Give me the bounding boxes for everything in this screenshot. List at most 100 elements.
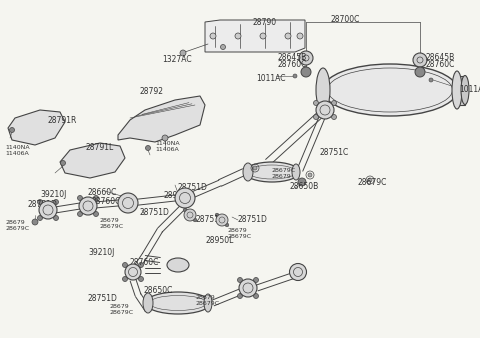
Ellipse shape — [39, 201, 57, 219]
Circle shape — [183, 208, 187, 212]
Circle shape — [260, 33, 266, 39]
Polygon shape — [205, 20, 305, 52]
Circle shape — [145, 145, 151, 150]
Circle shape — [313, 100, 319, 105]
Circle shape — [37, 216, 43, 220]
Circle shape — [210, 33, 216, 39]
Text: 28660C: 28660C — [88, 188, 118, 197]
Text: 28650C: 28650C — [143, 286, 172, 295]
Circle shape — [253, 277, 259, 283]
Circle shape — [37, 199, 43, 204]
Circle shape — [225, 223, 229, 227]
Circle shape — [253, 293, 259, 298]
Text: 28650B: 28650B — [290, 182, 319, 191]
Circle shape — [139, 276, 144, 282]
Ellipse shape — [244, 162, 300, 182]
Text: 1140NA
11406A: 1140NA 11406A — [155, 141, 180, 152]
Circle shape — [285, 33, 291, 39]
Text: 28679C
28679: 28679C 28679 — [272, 168, 296, 179]
Text: 28645B: 28645B — [278, 53, 307, 62]
Polygon shape — [118, 96, 205, 142]
Ellipse shape — [239, 279, 257, 297]
Circle shape — [298, 178, 306, 186]
Ellipse shape — [316, 68, 330, 112]
Circle shape — [139, 263, 144, 267]
Text: 28700C: 28700C — [330, 15, 360, 24]
Text: 28950L: 28950L — [205, 236, 233, 245]
Circle shape — [32, 219, 38, 225]
Ellipse shape — [204, 294, 212, 312]
Circle shape — [413, 53, 427, 67]
Text: 28679
28679C: 28679 28679C — [228, 228, 252, 239]
Polygon shape — [60, 143, 125, 178]
Text: 28751D: 28751D — [140, 208, 170, 217]
Text: 28760C: 28760C — [278, 60, 307, 69]
Text: 28791L: 28791L — [85, 143, 113, 152]
Circle shape — [162, 135, 168, 141]
Text: 28760C: 28760C — [425, 60, 455, 69]
Circle shape — [10, 127, 14, 132]
Text: 39210J: 39210J — [40, 190, 66, 199]
Ellipse shape — [243, 163, 253, 181]
Circle shape — [308, 173, 312, 177]
Text: 28679
28679C: 28679 28679C — [196, 295, 220, 306]
Text: 28791R: 28791R — [47, 116, 76, 125]
Ellipse shape — [143, 293, 153, 313]
Circle shape — [253, 166, 257, 170]
Ellipse shape — [292, 164, 300, 180]
Text: 1327AC: 1327AC — [162, 55, 192, 64]
Text: 28679C: 28679C — [358, 178, 387, 187]
Circle shape — [215, 213, 219, 217]
Circle shape — [332, 100, 336, 105]
Ellipse shape — [461, 75, 469, 104]
Ellipse shape — [323, 64, 457, 116]
Circle shape — [94, 212, 98, 217]
Text: 28751C: 28751C — [320, 148, 349, 157]
Ellipse shape — [216, 214, 228, 226]
Circle shape — [297, 33, 303, 39]
Polygon shape — [457, 76, 465, 105]
Ellipse shape — [175, 188, 195, 208]
Ellipse shape — [79, 197, 97, 215]
Circle shape — [332, 115, 336, 120]
Circle shape — [238, 293, 242, 298]
Circle shape — [122, 276, 128, 282]
Circle shape — [299, 51, 313, 65]
Text: 28760C: 28760C — [130, 258, 159, 267]
Text: 28751D: 28751D — [28, 200, 58, 209]
Text: 28751D: 28751D — [88, 294, 118, 303]
Polygon shape — [8, 110, 65, 145]
Circle shape — [415, 67, 425, 77]
Circle shape — [429, 78, 433, 82]
Text: 28751D: 28751D — [196, 215, 226, 224]
Text: 28679
28679C: 28679 28679C — [110, 304, 134, 315]
Circle shape — [313, 115, 319, 120]
Circle shape — [301, 67, 311, 77]
Text: 1140NA
11406A: 1140NA 11406A — [5, 145, 30, 156]
Circle shape — [122, 263, 128, 267]
Text: 28950R: 28950R — [163, 191, 192, 200]
Text: 1011AC: 1011AC — [256, 74, 286, 83]
Ellipse shape — [167, 258, 189, 272]
Circle shape — [293, 74, 297, 78]
Text: 28679
28679C: 28679 28679C — [100, 218, 124, 229]
Text: 28751D: 28751D — [177, 183, 207, 192]
Text: 28760C: 28760C — [91, 197, 120, 206]
Ellipse shape — [125, 264, 141, 280]
Circle shape — [53, 199, 59, 204]
Ellipse shape — [145, 292, 211, 314]
Ellipse shape — [316, 101, 334, 119]
Circle shape — [60, 161, 65, 166]
Text: 28645B: 28645B — [425, 53, 454, 62]
Text: 28790: 28790 — [253, 18, 277, 27]
Circle shape — [94, 195, 98, 200]
Circle shape — [238, 277, 242, 283]
Circle shape — [193, 218, 197, 222]
Circle shape — [220, 45, 226, 49]
Circle shape — [235, 33, 241, 39]
Ellipse shape — [452, 71, 462, 109]
Text: 28679
28679C: 28679 28679C — [5, 220, 29, 231]
Circle shape — [77, 195, 83, 200]
Ellipse shape — [289, 264, 307, 281]
Ellipse shape — [184, 209, 196, 221]
